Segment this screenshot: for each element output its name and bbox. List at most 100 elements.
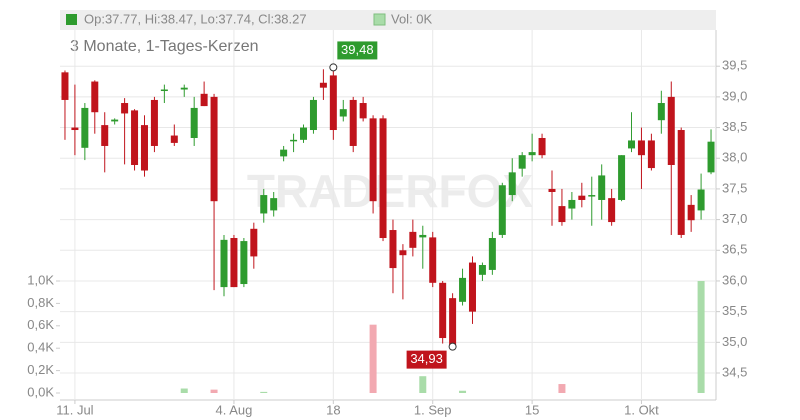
candle-body — [101, 125, 109, 146]
candle-body — [210, 96, 218, 202]
y-tick-label: 38,0 — [722, 150, 747, 165]
y2-tick-label: 0,8K — [27, 295, 54, 310]
x-tick-label: 1. Sep — [414, 402, 452, 417]
low-label-bg — [406, 350, 447, 369]
candle-body — [578, 195, 586, 200]
candle-body — [498, 185, 506, 235]
high-label-bg — [337, 41, 378, 60]
candle-body — [230, 238, 238, 288]
candle-body — [131, 110, 139, 165]
candle-body — [111, 119, 119, 122]
y-tick-label: 36,0 — [722, 272, 747, 287]
candle-body — [687, 204, 695, 221]
candle-body — [250, 228, 258, 257]
y2-tick-label: 0,4K — [27, 340, 54, 355]
candle-body — [459, 277, 467, 302]
candle-body — [518, 155, 526, 169]
volume-bar — [558, 384, 566, 393]
x-tick-label: 11. Jul — [56, 402, 93, 417]
y-tick-label: 36,5 — [722, 242, 747, 257]
candle-body — [598, 175, 606, 200]
candle-body — [677, 130, 685, 235]
candle-body — [657, 103, 665, 121]
candle-body — [468, 262, 476, 312]
candle-body — [697, 189, 705, 211]
volume-icon — [373, 13, 386, 26]
candle-body — [439, 282, 447, 339]
candle-body — [260, 195, 268, 214]
candle-body — [309, 99, 317, 131]
y-tick-label: 35,5 — [722, 303, 747, 318]
candle-body — [628, 140, 636, 149]
y-tick-label: 39,5 — [722, 58, 747, 73]
low-marker — [448, 342, 457, 351]
y2-tick-label: 0,2K — [27, 362, 54, 377]
candle-body — [478, 265, 486, 275]
price-icon — [66, 14, 77, 25]
candle-body — [379, 118, 387, 239]
candle-body — [707, 141, 715, 173]
candle-body — [160, 89, 168, 92]
watermark: TRADERFOX — [247, 165, 534, 217]
candle-body — [270, 198, 278, 211]
y-tick-label: 37,0 — [722, 211, 747, 226]
candle-body — [339, 109, 347, 117]
candle-body — [220, 239, 228, 288]
x-tick-label: 18 — [326, 402, 340, 417]
candle-body — [329, 75, 337, 131]
candle-body — [200, 93, 208, 107]
x-tick-label: 1. Okt — [624, 402, 659, 417]
volume-bar — [260, 391, 268, 393]
candle-body — [409, 231, 417, 248]
candle-body — [558, 206, 566, 223]
high-marker — [329, 63, 338, 72]
candle-body — [538, 137, 546, 156]
subtitle: 3 Monate, 1-Tages-Kerzen — [70, 38, 259, 55]
candle-body — [588, 195, 596, 197]
candle-body — [488, 238, 496, 270]
candle-body — [61, 72, 69, 100]
x-tick-label: 4. Aug — [216, 402, 253, 417]
low-label: 34,93 — [410, 351, 443, 366]
y-tick-label: 35,0 — [722, 334, 747, 349]
volume-bar — [210, 389, 218, 393]
candle-body — [508, 172, 516, 196]
candle-body — [91, 81, 99, 113]
volume-bar — [369, 324, 377, 393]
candle-body — [429, 237, 437, 283]
candle-body — [121, 103, 129, 114]
y2-tick-label: 0,0K — [27, 384, 54, 399]
candle-body — [359, 103, 367, 119]
ohlc-header: Op:37.77, Hi:38.47, Lo:37.74, Cl:38.27 — [84, 11, 307, 26]
candle-body — [618, 155, 626, 200]
candle-body — [300, 127, 308, 140]
volume-bar — [697, 280, 705, 393]
candle-body — [349, 99, 357, 146]
y-tick-label: 37,5 — [722, 180, 747, 195]
volume-bar — [419, 376, 427, 393]
candle-body — [290, 139, 298, 142]
candle-body — [667, 96, 675, 165]
candle-body — [568, 199, 576, 209]
candle-body — [140, 125, 148, 171]
candle-body — [81, 107, 89, 148]
candle-body — [190, 107, 198, 138]
x-tick-label: 15 — [525, 402, 539, 417]
candle-body — [319, 82, 327, 88]
volume-bar — [459, 390, 467, 393]
y-tick-label: 38,5 — [722, 119, 747, 134]
y-tick-label: 39,0 — [722, 88, 747, 103]
candle-body — [71, 127, 79, 131]
candle-body — [150, 99, 158, 146]
y2-tick-label: 1,0K — [27, 272, 54, 287]
candle-body — [449, 298, 457, 345]
volume-header: Vol: 0K — [391, 11, 433, 26]
candle-body — [389, 230, 397, 269]
volume-bar — [180, 388, 188, 393]
candle-body — [399, 250, 407, 256]
high-label: 39,48 — [341, 42, 374, 57]
y2-tick-label: 0,6K — [27, 317, 54, 332]
candle-body — [528, 152, 536, 156]
candle-body — [180, 87, 188, 90]
